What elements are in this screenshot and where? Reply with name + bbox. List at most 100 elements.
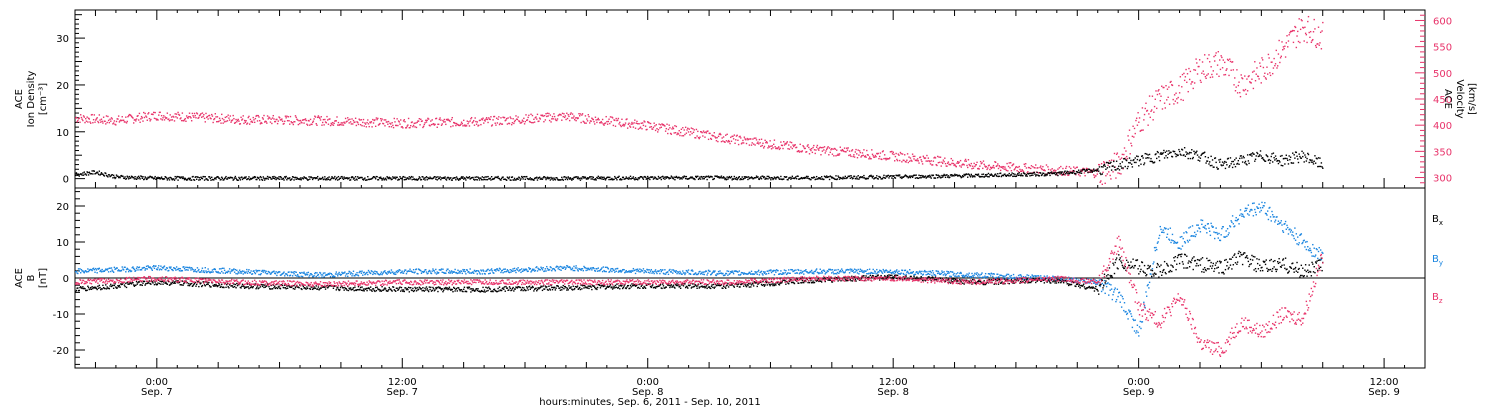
by-point [727, 270, 730, 273]
velocity-point [586, 120, 589, 122]
by-point [77, 268, 80, 270]
by-point [78, 270, 80, 272]
by-point [627, 271, 630, 273]
density-point [603, 176, 605, 179]
density-point [484, 176, 486, 178]
density-point [783, 178, 785, 180]
velocity-point [447, 118, 449, 120]
by-point [396, 271, 398, 274]
by-point [521, 270, 524, 273]
density-point [140, 175, 143, 178]
density-point [221, 176, 223, 178]
density-point [1244, 162, 1246, 164]
velocity-point [944, 162, 947, 165]
by-point [828, 268, 830, 271]
by-point [232, 269, 234, 271]
by-point [712, 270, 715, 272]
density-point [697, 178, 700, 181]
by-point [221, 267, 224, 270]
velocity-point [335, 120, 337, 122]
density-point [715, 175, 717, 177]
density-point [506, 176, 509, 178]
density-point [1250, 153, 1252, 155]
velocity-point [876, 153, 879, 155]
velocity-point [253, 121, 256, 124]
velocity-point [1035, 164, 1037, 166]
velocity-point [379, 122, 381, 125]
density-point [639, 175, 642, 178]
density-point [794, 177, 796, 179]
by-point [808, 272, 810, 274]
velocity-point [962, 163, 965, 165]
by-point [776, 269, 778, 272]
by-point [450, 270, 453, 272]
density-point [866, 177, 869, 180]
velocity-point [1083, 167, 1085, 170]
density-point [84, 173, 86, 175]
density-point [1050, 171, 1053, 173]
by-point [1052, 275, 1054, 277]
velocity-point [582, 120, 584, 123]
density-point [85, 174, 88, 176]
velocity-point [878, 155, 881, 158]
density-point [829, 175, 831, 177]
density-point [900, 176, 902, 178]
density-point [994, 173, 997, 175]
by-point [558, 266, 560, 268]
density-point [1163, 149, 1165, 152]
velocity-point [878, 157, 880, 160]
velocity-point [909, 160, 911, 162]
density-point [103, 175, 106, 177]
by-point [833, 269, 836, 271]
by-point [510, 271, 512, 273]
density-point [1086, 169, 1088, 171]
velocity-point [420, 118, 422, 121]
velocity-point [687, 127, 689, 130]
density-point [431, 177, 433, 180]
by-point [1013, 276, 1015, 279]
velocity-point [1286, 35, 1288, 37]
velocity-point [819, 146, 821, 149]
density-point [937, 174, 940, 176]
by-point [499, 268, 501, 270]
by-point [371, 270, 373, 273]
velocity-point [896, 158, 898, 161]
velocity-point [967, 166, 969, 169]
density-point [768, 176, 771, 179]
velocity-point [998, 165, 1000, 167]
by-point [440, 268, 443, 270]
density-point [120, 175, 122, 177]
by-point [392, 271, 394, 273]
density-point [85, 173, 87, 175]
density-point [487, 175, 489, 178]
density-point [669, 177, 672, 179]
by-point [475, 270, 477, 273]
density-point [859, 176, 862, 178]
density-point [657, 175, 660, 178]
by-point [332, 275, 334, 278]
velocity-point [1122, 168, 1124, 170]
density-point [282, 177, 285, 180]
density-point [82, 174, 85, 176]
density-point [525, 176, 527, 178]
density-point [243, 176, 246, 179]
velocity-point [236, 119, 239, 122]
density-point [652, 178, 655, 180]
density-point [929, 176, 932, 178]
density-point [553, 177, 555, 179]
velocity-point [760, 145, 762, 148]
velocity-point [405, 127, 407, 129]
density-point [1025, 175, 1027, 177]
density-point [740, 177, 742, 180]
density-point [1072, 170, 1075, 172]
by-point [210, 271, 212, 273]
by-point [912, 270, 915, 273]
velocity-point [1007, 165, 1010, 168]
density-point [406, 177, 408, 179]
density-point [820, 178, 822, 180]
by-point [841, 268, 843, 270]
density-point [274, 176, 277, 178]
velocity-point [632, 126, 635, 128]
velocity-point [395, 124, 397, 127]
by-point [420, 269, 422, 272]
